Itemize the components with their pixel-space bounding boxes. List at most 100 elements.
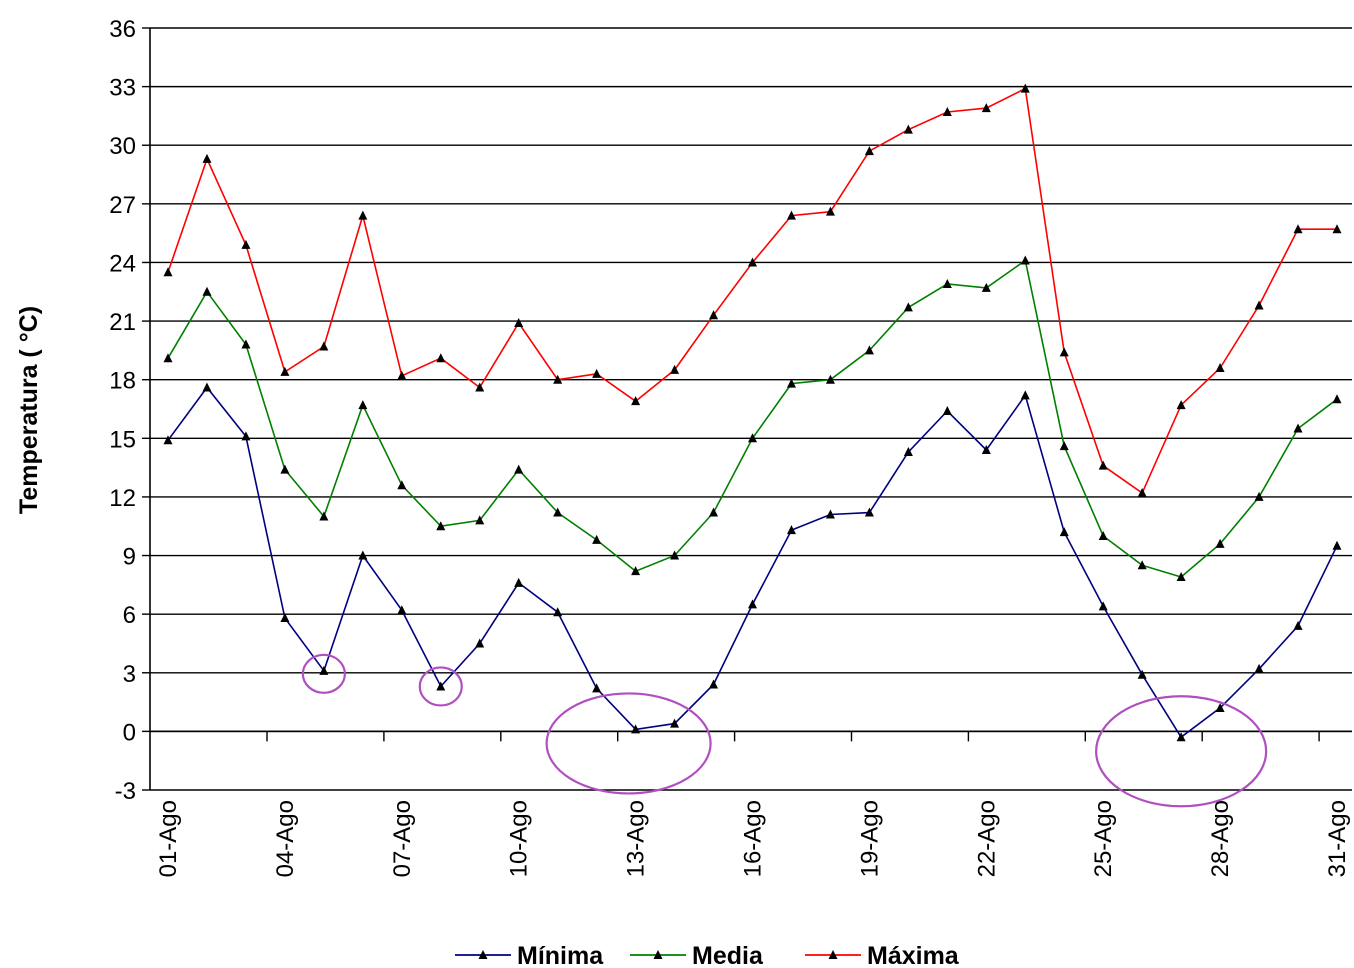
data-point-marker — [1137, 488, 1147, 498]
data-point-marker — [358, 400, 368, 410]
data-point-marker — [592, 368, 602, 378]
data-point-marker — [1176, 572, 1186, 582]
data-point-marker — [670, 718, 680, 728]
x-tick-label: 07-Ago — [389, 800, 416, 877]
data-point-marker — [1098, 531, 1108, 540]
legend-label: Mínima — [517, 942, 604, 968]
legend-label: Media — [692, 942, 764, 968]
data-point-marker — [981, 282, 991, 292]
data-point-marker — [553, 374, 563, 384]
data-point-marker — [786, 378, 796, 388]
y-tick-label: 33 — [109, 75, 136, 102]
data-point-marker — [397, 370, 407, 380]
series-3 — [163, 83, 1342, 498]
x-tick-label: 28-Ago — [1207, 800, 1234, 877]
data-point-marker — [825, 374, 835, 384]
data-point-marker — [241, 339, 251, 349]
data-point-marker — [436, 681, 446, 691]
data-point-marker — [748, 257, 757, 267]
data-point-marker — [1293, 423, 1303, 433]
series-lines — [163, 83, 1342, 742]
data-point-marker — [748, 599, 757, 609]
y-tick-label: 0 — [123, 719, 136, 746]
data-point-marker — [397, 480, 407, 490]
y-axis-label: Temperatura ( °C) — [15, 306, 43, 514]
data-point-marker — [1098, 460, 1108, 470]
x-tick-label: 10-Ago — [506, 800, 533, 877]
data-point-marker — [592, 534, 602, 544]
data-point-marker — [358, 210, 368, 220]
data-point-marker — [1293, 224, 1303, 234]
legend-label: Máxima — [867, 942, 960, 968]
annotation-ellipse — [1095, 695, 1268, 808]
y-tick-label: 3 — [123, 661, 136, 688]
data-point-marker — [1020, 255, 1030, 265]
x-tick-label: 22-Ago — [973, 800, 1000, 877]
data-point-marker — [514, 577, 524, 587]
data-point-marker — [514, 318, 524, 328]
data-point-marker — [163, 435, 173, 445]
annotation-ellipse — [545, 692, 712, 795]
data-point-marker — [436, 353, 446, 363]
data-point-marker — [1254, 663, 1264, 673]
y-tick-label: -3 — [115, 778, 136, 805]
legend-item: Máxima — [805, 942, 960, 968]
annotation-ellipse — [418, 666, 463, 707]
data-point-marker — [981, 445, 991, 455]
data-point-marker — [981, 103, 991, 113]
data-point-marker — [670, 550, 680, 560]
data-point-marker — [592, 683, 602, 693]
data-point-marker — [1176, 732, 1186, 742]
series-line — [167, 259, 1338, 578]
data-point-marker — [319, 665, 329, 675]
data-point-marker — [1254, 300, 1264, 310]
axes — [142, 27, 1352, 791]
series-2 — [163, 255, 1342, 582]
data-point-marker — [864, 345, 874, 355]
x-tick-label: 13-Ago — [623, 800, 650, 877]
data-point-marker — [319, 341, 329, 351]
series-1 — [163, 382, 1342, 742]
data-point-marker — [1332, 224, 1342, 234]
data-point-marker — [1059, 527, 1069, 537]
data-point-marker — [475, 382, 485, 392]
data-point-marker — [1215, 538, 1225, 548]
data-point-marker — [1293, 620, 1303, 630]
data-point-marker — [553, 607, 563, 617]
data-point-marker — [1020, 83, 1030, 93]
data-point-marker — [864, 146, 874, 156]
x-tick-label: 19-Ago — [856, 800, 883, 877]
legend-item: Mínima — [455, 942, 604, 968]
y-tick-label: 18 — [109, 368, 136, 395]
data-point-marker — [1137, 560, 1147, 570]
data-point-marker — [1059, 441, 1069, 451]
data-point-marker — [903, 302, 913, 312]
data-point-marker — [1020, 390, 1030, 400]
data-point-marker — [241, 431, 251, 441]
legend-swatch-marker — [653, 950, 663, 959]
data-point-marker — [1332, 394, 1342, 404]
data-point-marker — [202, 286, 212, 296]
data-point-marker — [825, 206, 835, 216]
legend-item: Media — [630, 942, 764, 968]
x-tick-labels: 01-Ago 04-Ago 07-Ago 10-Ago 13-Ago 16-Ago 19-A… — [155, 800, 1351, 877]
data-point-marker — [670, 364, 680, 374]
data-point-marker — [163, 353, 173, 363]
legend-swatch-marker — [828, 950, 838, 959]
data-point-marker — [514, 464, 524, 474]
data-point-marker — [319, 511, 329, 521]
y-tick-label: 15 — [109, 426, 136, 453]
x-tick-label: 31-Ago — [1324, 800, 1351, 877]
x-tick-label: 16-Ago — [740, 800, 767, 877]
legend-swatch-marker — [478, 950, 488, 959]
data-point-marker — [709, 679, 719, 689]
annotation-ellipse — [301, 653, 346, 694]
data-point-marker — [709, 310, 719, 320]
data-point-marker — [358, 550, 368, 560]
data-point-marker — [631, 396, 641, 406]
data-point-marker — [280, 613, 290, 623]
data-point-marker — [163, 267, 173, 277]
data-point-marker — [631, 566, 641, 576]
data-point-marker — [475, 638, 485, 648]
